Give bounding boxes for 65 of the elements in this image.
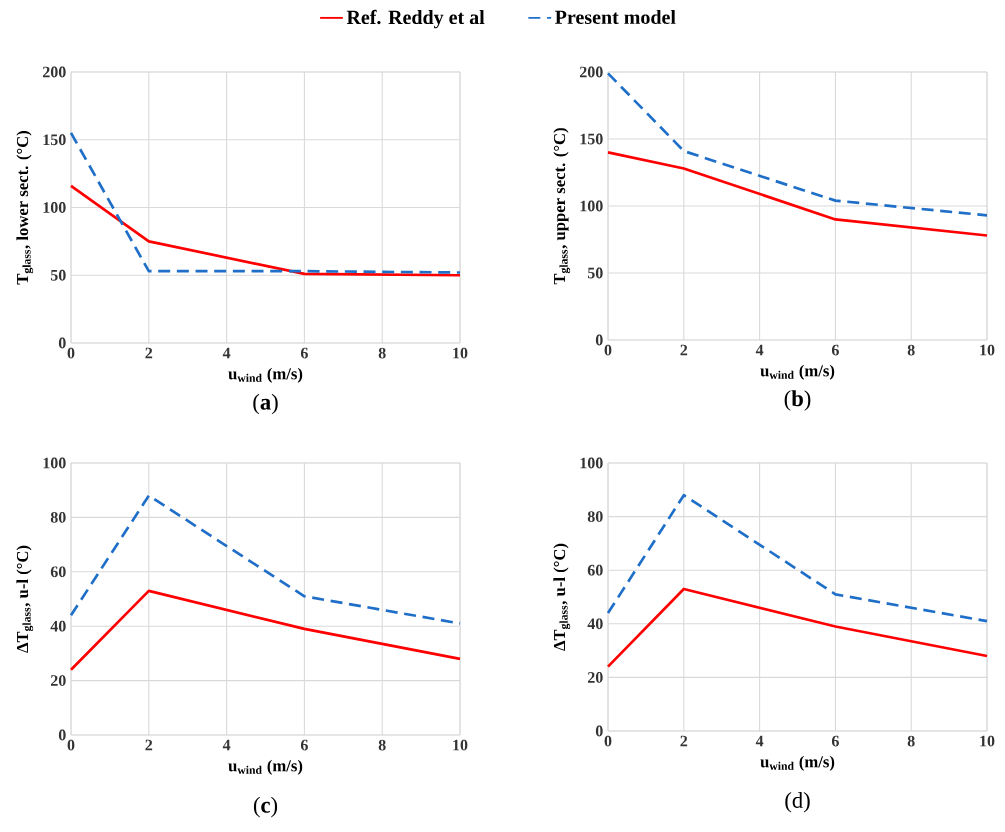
line-series bbox=[69, 589, 462, 672]
x-tick-label: 10 bbox=[453, 739, 468, 751]
y-tick-label: 80 bbox=[587, 511, 603, 522]
x-tick-label: 4 bbox=[755, 344, 764, 356]
y-tick-label: 40 bbox=[50, 620, 66, 632]
x-tick-label: 6 bbox=[300, 739, 308, 751]
x-tick-label: 0 bbox=[604, 735, 612, 747]
x-tick-label: 8 bbox=[378, 739, 386, 751]
x-tick-label: 8 bbox=[907, 735, 915, 747]
x-tick-label: 4 bbox=[222, 347, 231, 359]
y-tick-label: 100 bbox=[43, 457, 66, 469]
x-axis-title: u$_{wind}$ (m/s) bbox=[760, 364, 835, 380]
x-axis-title: u$_{wind}$ (m/s) bbox=[228, 759, 303, 775]
y-tick-label: 50 bbox=[50, 269, 66, 281]
x-tick-label: 0 bbox=[604, 344, 612, 356]
line-series bbox=[69, 494, 462, 625]
y-tick-label: 100 bbox=[580, 457, 603, 469]
y-tick-label: 200 bbox=[42, 66, 66, 78]
x-tick-label: 2 bbox=[145, 347, 153, 359]
y-tick-label: 100 bbox=[43, 202, 66, 213]
x-tick-label: 2 bbox=[680, 735, 688, 747]
y-axis-title: ΔT$_{glass}$, u-l (°C) bbox=[16, 545, 34, 653]
y-axis-title: T$_{glass}$, upper sect. (°C) bbox=[553, 128, 571, 285]
x-tick-label: 0 bbox=[67, 739, 75, 751]
line-series bbox=[69, 184, 462, 277]
x-tick-label: 4 bbox=[755, 735, 764, 747]
y-tick-label: 0 bbox=[595, 725, 603, 737]
line-series bbox=[606, 587, 989, 669]
x-tick-label: 2 bbox=[680, 344, 688, 356]
y-tick-label: 150 bbox=[580, 133, 603, 145]
x-tick-label: 6 bbox=[300, 347, 308, 359]
y-tick-label: 40 bbox=[587, 618, 603, 630]
x-tick-label: 2 bbox=[145, 739, 153, 751]
y-axis-title: T$_{glass}$, lower sect. (°C) bbox=[16, 131, 34, 285]
x-tick-label: 10 bbox=[980, 344, 995, 356]
x-tick-label: 10 bbox=[453, 347, 468, 359]
x-tick-label: 10 bbox=[980, 735, 995, 747]
x-axis-title: u$_{wind}$ (m/s) bbox=[760, 755, 835, 771]
legend-label: Present model bbox=[555, 9, 676, 25]
y-tick-label: 60 bbox=[587, 564, 603, 576]
y-tick-label: 80 bbox=[50, 512, 66, 523]
y-tick-label: 60 bbox=[50, 566, 66, 578]
x-axis-title: u$_{wind}$ (m/s) bbox=[228, 367, 303, 383]
text: (b) bbox=[784, 390, 811, 411]
y-tick-label: 20 bbox=[50, 675, 66, 686]
y-axis-title: ΔT$_{glass}$, u-l (°C) bbox=[553, 543, 571, 651]
y-tick-label: 0 bbox=[595, 334, 603, 346]
legend-label: Ref. Reddy et al bbox=[346, 9, 485, 29]
line-series bbox=[606, 493, 989, 623]
x-tick-label: 8 bbox=[907, 344, 915, 356]
line-series bbox=[606, 151, 989, 237]
y-tick-label: 20 bbox=[587, 672, 603, 683]
y-tick-label: 50 bbox=[587, 267, 603, 279]
y-tick-label: 150 bbox=[43, 134, 66, 146]
x-tick-label: 0 bbox=[67, 347, 75, 359]
text: (c) bbox=[253, 796, 278, 818]
x-tick-label: 6 bbox=[831, 735, 839, 747]
y-tick-label: 200 bbox=[579, 66, 603, 78]
x-tick-label: 8 bbox=[378, 347, 386, 359]
text: (a) bbox=[253, 393, 278, 415]
y-tick-label: 100 bbox=[580, 200, 603, 212]
x-tick-label: 4 bbox=[222, 739, 231, 751]
line-series bbox=[606, 72, 989, 217]
text: (d) bbox=[785, 791, 810, 813]
x-tick-label: 6 bbox=[831, 344, 839, 356]
